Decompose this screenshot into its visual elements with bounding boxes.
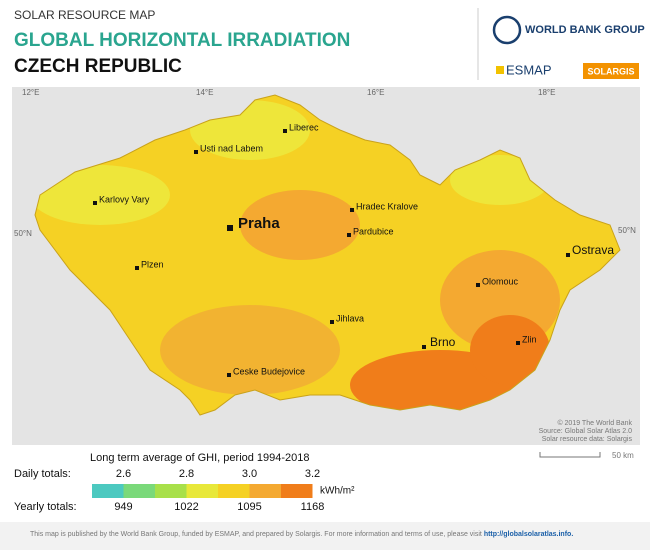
city-marker xyxy=(566,253,570,257)
city-marker xyxy=(330,320,334,324)
city-marker xyxy=(476,283,480,287)
city-marker xyxy=(194,150,198,154)
title: GLOBAL HORIZONTAL IRRADIATION xyxy=(14,30,350,51)
city-marker xyxy=(422,345,426,349)
city-marker xyxy=(227,225,233,231)
unit: kWh/m² xyxy=(320,486,355,497)
yearly-label: Yearly totals: xyxy=(14,501,77,513)
yearly-value: 1168 xyxy=(301,501,325,513)
city-marker xyxy=(227,373,231,377)
esmap-icon xyxy=(496,66,504,74)
daily-value: 2.6 xyxy=(116,468,131,480)
city-label: Ceske Budejovice xyxy=(233,366,305,376)
yearly-value: 949 xyxy=(114,501,132,513)
solargis-logo: SOLARGIS xyxy=(587,66,634,76)
credit: © 2019 The World Bank xyxy=(557,419,632,427)
city-label: Usti nad Labem xyxy=(200,143,263,153)
daily-label: Daily totals: xyxy=(14,468,71,480)
legend-swatch xyxy=(218,484,250,498)
city-marker xyxy=(283,129,287,133)
scale-label: 50 km xyxy=(612,451,634,460)
footer-text: This map is published by the World Bank … xyxy=(30,531,573,538)
lon-label: 12°E xyxy=(22,88,39,97)
lat-label: 50°N xyxy=(14,229,32,238)
lon-label: 14°E xyxy=(196,88,213,97)
legend-swatch xyxy=(155,484,187,498)
footer-bg xyxy=(0,522,650,550)
city-label: Brno xyxy=(430,335,456,349)
lon-label: 16°E xyxy=(367,88,384,97)
daily-value: 2.8 xyxy=(179,468,194,480)
daily-value: 3.0 xyxy=(242,468,257,480)
credit: Source: Global Solar Atlas 2.0 xyxy=(539,428,632,435)
lat-label: 50°N xyxy=(618,226,636,235)
lon-label: 18°E xyxy=(538,88,555,97)
city-label: Karlovy Vary xyxy=(99,194,150,204)
footer-note: This map is published by the World Bank … xyxy=(30,531,482,538)
solargis-box xyxy=(583,63,639,79)
esmap-logo: ESMAP xyxy=(506,62,552,77)
graticule: 12°E 14°E 16°E 18°E 50°N 50°N xyxy=(14,88,636,238)
legend-swatch xyxy=(186,484,218,498)
yearly-value: 1022 xyxy=(174,501,198,513)
city-label: Jihlava xyxy=(336,313,364,323)
wbg-icon xyxy=(492,15,522,45)
legend-swatch xyxy=(249,484,281,498)
city-marker xyxy=(516,341,520,345)
legend-swatch xyxy=(92,484,124,498)
city-label: Olomouc xyxy=(482,276,519,286)
city-label: Plzen xyxy=(141,259,164,269)
legend-title: Long term average of GHI, period 1994-20… xyxy=(90,452,310,464)
city-label: Zlin xyxy=(522,334,537,344)
scale-bar xyxy=(539,452,601,458)
city-marker xyxy=(93,201,97,205)
daily-value: 3.2 xyxy=(305,468,320,480)
legend-swatch xyxy=(281,484,313,498)
wbg-logo: WORLD BANK GROUP xyxy=(525,24,645,36)
city-label: Praha xyxy=(238,215,280,232)
subtitle: SOLAR RESOURCE MAP xyxy=(14,8,155,22)
country: CZECH REPUBLIC xyxy=(14,56,182,77)
city-marker xyxy=(347,233,351,237)
city-marker xyxy=(350,208,354,212)
city-label: Pardubice xyxy=(353,226,394,236)
footer-link[interactable]: http://globalsolaratlas.info. xyxy=(484,531,574,538)
city-label: Ostrava xyxy=(572,243,614,257)
legend-swatch xyxy=(123,484,155,498)
city-label: Hradec Kralove xyxy=(356,201,418,211)
yearly-value: 1095 xyxy=(237,501,261,513)
credit: Solar resource data: Solargis xyxy=(542,436,633,443)
city-label: Liberec xyxy=(289,122,319,132)
city-marker xyxy=(135,266,139,270)
